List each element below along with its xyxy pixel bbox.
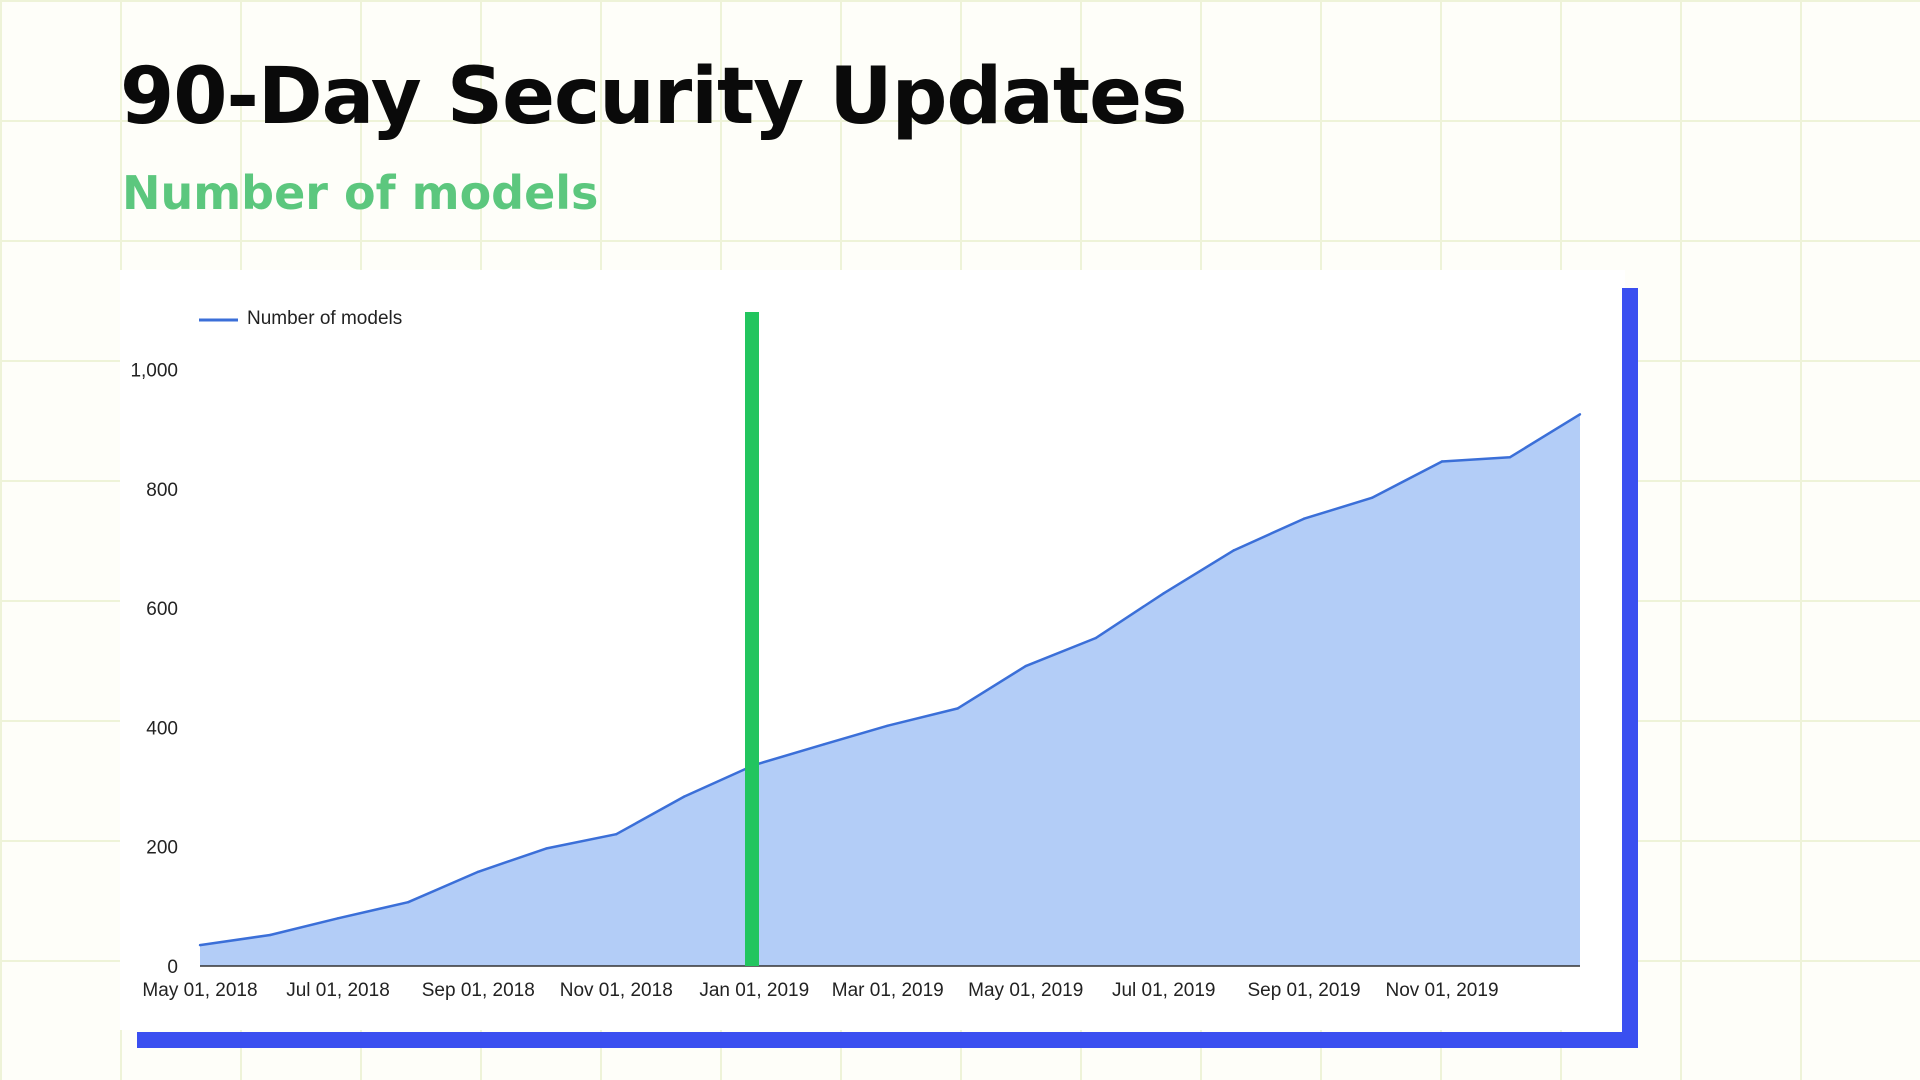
data-point (1441, 460, 1443, 462)
x-tick-label: May 01, 2019 (968, 980, 1083, 1001)
data-point (1233, 549, 1235, 551)
y-tick-label: 200 (146, 838, 178, 859)
y-tick-label: 400 (146, 718, 178, 739)
data-point (477, 871, 479, 873)
data-point (957, 707, 959, 709)
data-point (1371, 497, 1373, 499)
data-point (683, 795, 685, 797)
data-point (1303, 518, 1305, 520)
y-tick-label: 800 (146, 480, 178, 501)
x-tick-label: Sep 01, 2019 (1247, 980, 1360, 1001)
data-point (1095, 637, 1097, 639)
x-tick-label: Nov 01, 2019 (1385, 980, 1498, 1001)
y-tick-label: 600 (146, 599, 178, 620)
legend-label: Number of models (247, 308, 402, 329)
data-point (269, 934, 271, 936)
y-axis: 0 200 400 600 800 1,000 (130, 361, 178, 978)
y-tick-label: 1,000 (130, 361, 178, 382)
data-point (1509, 456, 1511, 458)
data-point (1025, 665, 1027, 667)
x-tick-label: Sep 01, 2018 (422, 980, 535, 1001)
x-axis: May 01, 2018 Jul 01, 2018 Sep 01, 2018 Nov … (142, 980, 1498, 1001)
x-tick-label: Jan 01, 2019 (699, 980, 809, 1001)
y-tick-label: 0 (167, 957, 178, 978)
data-point (1163, 592, 1165, 594)
x-tick-label: Jul 01, 2019 (1112, 980, 1216, 1001)
data-point (615, 833, 617, 835)
data-point (337, 917, 339, 919)
data-point (545, 847, 547, 849)
data-point (199, 944, 201, 946)
legend: Number of models (199, 308, 402, 329)
data-point (887, 724, 889, 726)
x-tick-label: May 01, 2018 (142, 980, 257, 1001)
data-point (823, 743, 825, 745)
data-point (407, 901, 409, 903)
x-tick-label: Jul 01, 2018 (286, 980, 390, 1001)
x-tick-label: Nov 01, 2018 (560, 980, 673, 1001)
marker-line (745, 312, 759, 966)
plot-area (199, 312, 1581, 966)
data-point (1579, 413, 1581, 415)
x-tick-label: Mar 01, 2019 (832, 980, 944, 1001)
